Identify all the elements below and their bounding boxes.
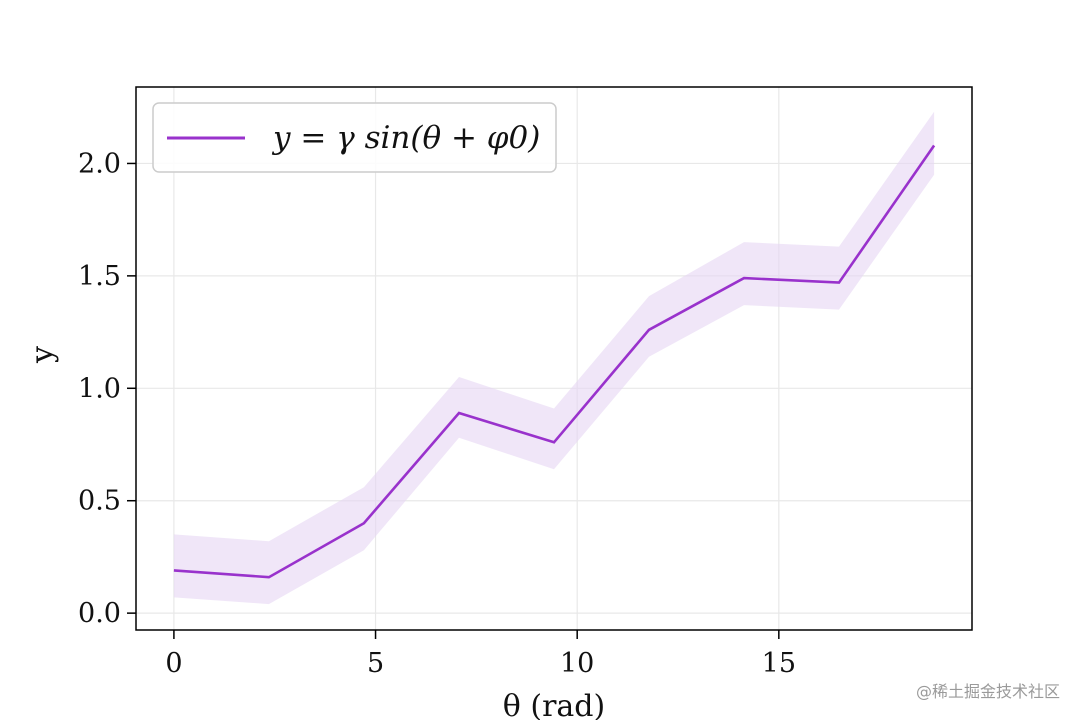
confidence-bands (173, 111, 935, 605)
y-tick-label: 1.5 (78, 261, 121, 292)
y-tick-label: 0.5 (78, 486, 121, 517)
y-axis-label: y (25, 346, 60, 364)
y-tick-label: 0.0 (78, 598, 121, 629)
y-tick-label: 1.0 (78, 373, 121, 404)
plot-area-frame (135, 86, 973, 631)
x-tick-label: 0 (165, 648, 182, 679)
series-line (173, 144, 936, 579)
x-tick-label: 10 (560, 648, 594, 679)
series-lines (173, 144, 936, 579)
tick-labels: 0 5 10 15 0.0 0.5 1.0 1.5 2.0 (78, 148, 796, 679)
x-tick-label: 15 (762, 648, 796, 679)
legend: y = γ sin(θ + φ0) (152, 102, 557, 173)
watermark: @稀土掘金技术社区 (916, 682, 1060, 701)
legend-box (152, 102, 557, 173)
legend-label: y = γ sin(θ + φ0) (271, 120, 540, 156)
x-axis-label: θ (rad) (503, 689, 605, 720)
axis-ticks (127, 162, 780, 639)
confidence-band (173, 111, 935, 605)
y-tick-label: 2.0 (78, 148, 121, 179)
x-tick-label: 5 (367, 648, 384, 679)
